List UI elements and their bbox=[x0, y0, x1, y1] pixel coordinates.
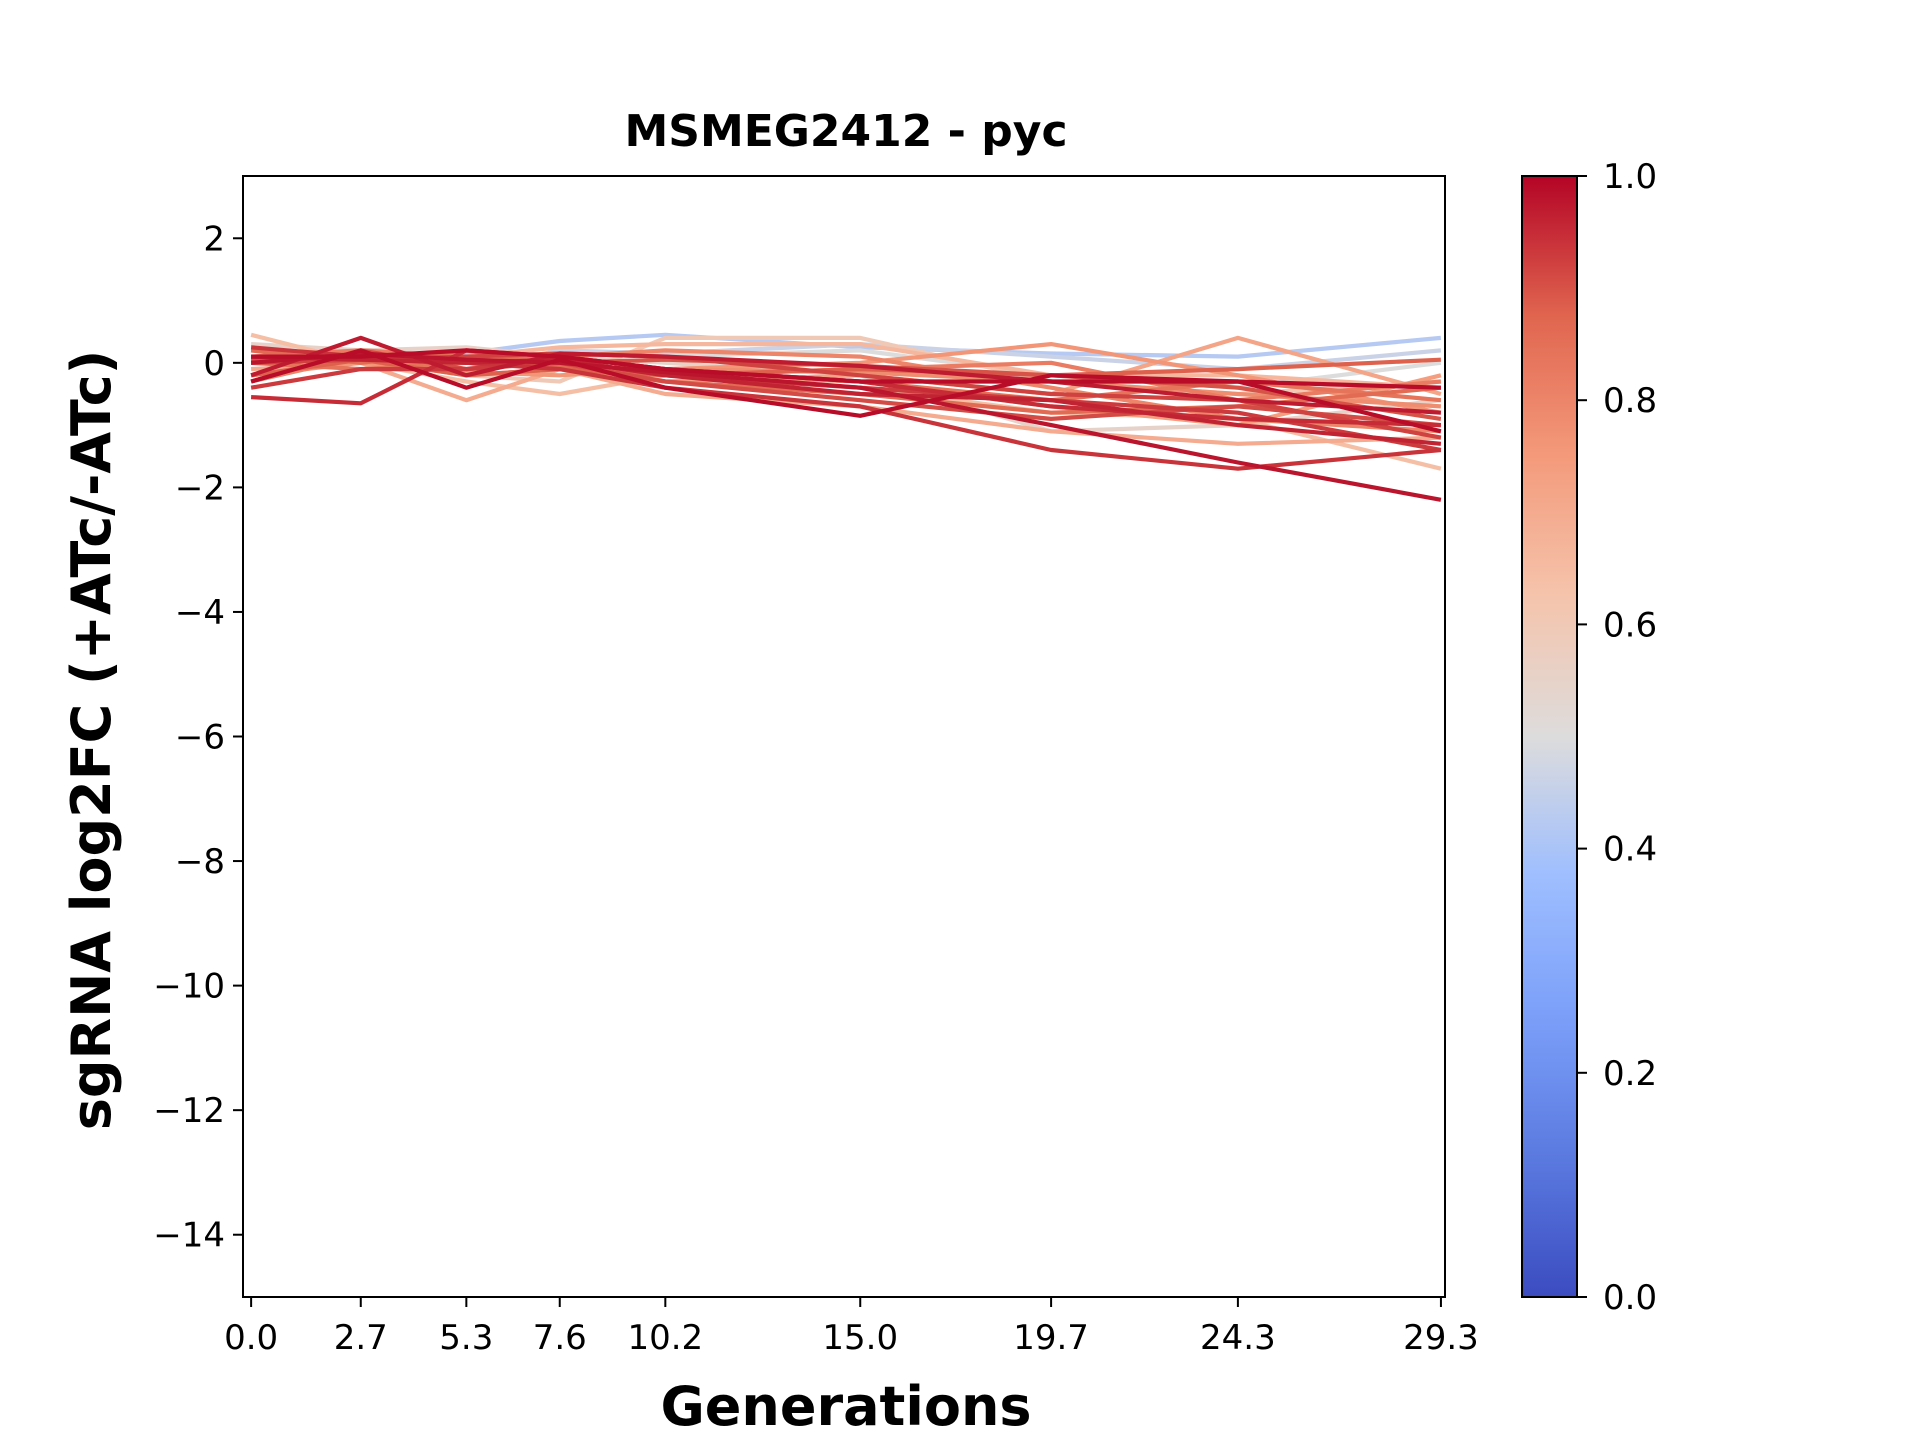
x-tick-label: 5.3 bbox=[439, 1318, 493, 1358]
series-layer bbox=[250, 332, 1442, 502]
x-axis-title: Generations bbox=[660, 1375, 1031, 1438]
x-tick-label: 24.3 bbox=[1200, 1318, 1276, 1358]
colorbar-tick-label: 0.0 bbox=[1603, 1278, 1657, 1318]
series-line bbox=[250, 335, 1442, 415]
x-tick-label: 7.6 bbox=[533, 1318, 587, 1358]
y-tick-label: −6 bbox=[175, 718, 225, 758]
y-tick-label: −12 bbox=[153, 1091, 225, 1131]
y-tick-label: −10 bbox=[153, 967, 225, 1007]
chart-title: MSMEG2412 - pyc bbox=[624, 106, 1067, 157]
y-tick-label: 0 bbox=[203, 344, 225, 384]
colorbar-tick-label: 0.8 bbox=[1603, 381, 1657, 421]
y-tick-label: −8 bbox=[175, 842, 225, 882]
colorbar-gradient bbox=[1521, 175, 1578, 1298]
x-tick-label: 0.0 bbox=[224, 1318, 278, 1358]
colorbar-tick-label: 0.4 bbox=[1603, 830, 1657, 870]
series-line bbox=[250, 348, 1441, 418]
colorbar-tick-label: 0.6 bbox=[1603, 605, 1657, 645]
colorbar-tick-label: 0.2 bbox=[1603, 1054, 1657, 1094]
x-tick-label: 2.7 bbox=[334, 1318, 388, 1358]
x-tick-label: 19.7 bbox=[1013, 1318, 1089, 1358]
y-tick-label: −14 bbox=[153, 1216, 225, 1256]
y-tick-label: −4 bbox=[175, 593, 225, 633]
colorbar-tick-label: 1.0 bbox=[1603, 157, 1657, 197]
axes-layer: 0.0 2.7 5.3 7.6 10.2 15.0 19.7 24.3 29.3 2 0 −2 −4 −6… bbox=[153, 175, 1479, 1358]
y-tick-label: 2 bbox=[203, 219, 225, 259]
x-tick-label: 29.3 bbox=[1403, 1318, 1479, 1358]
colorbar: 0.0 0.2 0.4 0.6 0.8 1.0 bbox=[1521, 157, 1657, 1318]
series-line bbox=[250, 360, 1441, 446]
y-tick-label: −2 bbox=[175, 468, 225, 508]
y-axis-title: sgRNA log2FC (+ATc/-ATc) bbox=[60, 350, 123, 1131]
x-tick-label: 15.0 bbox=[822, 1318, 898, 1358]
x-tick-label: 10.2 bbox=[627, 1318, 703, 1358]
